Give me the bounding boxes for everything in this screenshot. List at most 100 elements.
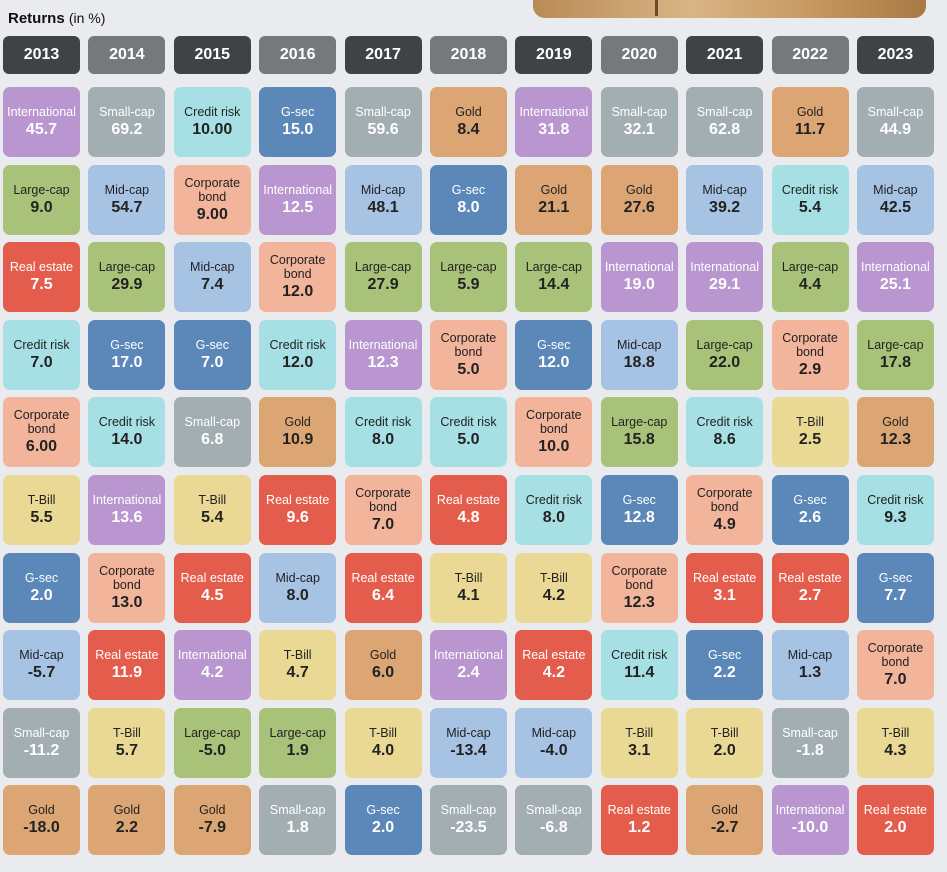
return-value: 11.4 — [624, 664, 655, 682]
asset-class-label: Real estate — [693, 570, 757, 585]
return-cell: Real estate 6.4 — [344, 552, 422, 623]
return-cell: International -10.0 — [771, 785, 849, 856]
year-column-2013: 2013 International 45.7 Large-cap 9.0 Real es… — [3, 36, 80, 863]
return-value: 12.8 — [623, 508, 655, 526]
return-value: 29.9 — [111, 276, 143, 294]
year-column-2019: 2019 International 31.8 Gold 21.1 Large-cap 14… — [515, 36, 593, 863]
return-cell: Corporate bond 5.0 — [429, 319, 507, 390]
asset-class-label: Small-cap — [526, 803, 582, 818]
asset-class-label: Small-cap — [355, 105, 411, 119]
return-value: 9.6 — [286, 508, 309, 526]
asset-class-label: G-sec — [195, 337, 229, 352]
asset-class-label: Gold — [711, 803, 738, 818]
return-cell: G-sec 7.0 — [173, 319, 251, 390]
asset-class-label: G-sec — [110, 337, 144, 352]
asset-class-label: Corporate bond — [13, 408, 70, 437]
return-value: 2.4 — [457, 664, 480, 682]
return-value: 4.5 — [201, 586, 224, 604]
return-cell: Corporate bond 4.9 — [686, 474, 764, 545]
return-value: 2.0 — [30, 586, 53, 604]
return-cell: International 25.1 — [856, 242, 934, 313]
return-value: -6.8 — [540, 819, 568, 837]
chart-title-unit: (in %) — [68, 10, 106, 26]
return-value: 2.7 — [798, 586, 822, 604]
return-cell: International 29.1 — [686, 242, 764, 313]
return-value: 8.0 — [286, 586, 309, 604]
return-value: 3.1 — [628, 741, 651, 759]
asset-class-label: Corporate bond — [99, 563, 155, 592]
return-cell: Mid-cap -4.0 — [515, 707, 593, 778]
return-value: -13.4 — [450, 741, 487, 759]
return-cell: Small-cap 62.8 — [686, 87, 764, 157]
return-value: 7.7 — [884, 586, 907, 604]
asset-class-label: Real estate — [351, 570, 415, 585]
return-cell: International 13.6 — [88, 474, 166, 545]
asset-class-label: Gold — [796, 105, 824, 119]
asset-class-label: T-Bill — [539, 570, 568, 585]
return-value: -11.2 — [23, 741, 60, 759]
return-value: -18.0 — [23, 819, 60, 837]
asset-class-label: T-Bill — [710, 725, 739, 740]
asset-class-label: Gold — [882, 415, 909, 430]
return-cell: T-Bill 2.0 — [686, 707, 764, 778]
return-value: 12.5 — [282, 198, 314, 216]
return-cell: Corporate bond 7.0 — [344, 474, 422, 545]
return-value: 5.4 — [201, 508, 224, 526]
return-value: 2.0 — [884, 819, 907, 837]
return-cell: Credit risk 8.6 — [686, 397, 764, 468]
asset-class-label: Credit risk — [867, 492, 924, 507]
asset-class-label: G-sec — [24, 570, 59, 585]
return-value: 2.9 — [798, 360, 822, 378]
return-cell: Corporate bond 7.0 — [856, 630, 934, 701]
asset-class-label: G-sec — [281, 105, 315, 119]
return-value: -23.5 — [450, 819, 487, 837]
return-cell: Mid-cap 42.5 — [856, 164, 934, 235]
return-value: 5.5 — [30, 508, 53, 526]
header-photo-crack — [655, 0, 658, 16]
asset-class-label: T-Bill — [27, 492, 56, 507]
return-value: 7.0 — [201, 353, 224, 371]
return-cell: G-sec 15.0 — [259, 87, 337, 157]
return-cell: Large-cap 9.0 — [3, 164, 80, 235]
return-value: 13.0 — [111, 593, 143, 611]
return-value: 2.5 — [798, 431, 822, 449]
return-cell: Large-cap 4.4 — [771, 242, 849, 313]
return-cell: Gold 8.4 — [429, 87, 507, 157]
return-cell: International 31.8 — [515, 87, 593, 157]
return-cell: Gold -2.7 — [686, 785, 764, 856]
return-value: 54.7 — [111, 198, 143, 216]
asset-class-label: Large-cap — [184, 725, 241, 740]
return-value: 4.9 — [713, 515, 736, 533]
return-cell: Mid-cap 1.3 — [771, 630, 849, 701]
return-cell: Gold 21.1 — [515, 164, 593, 235]
asset-class-label: Mid-cap — [19, 648, 64, 663]
return-value: 17.8 — [879, 353, 911, 371]
asset-class-label: Gold — [626, 182, 653, 197]
return-cell: Mid-cap 39.2 — [686, 164, 764, 235]
return-cell: Real estate 2.7 — [771, 552, 849, 623]
return-cell: International 2.4 — [429, 630, 507, 701]
return-cell: International 12.3 — [344, 319, 422, 390]
asset-class-label: International — [348, 337, 418, 352]
return-value: -5.0 — [198, 741, 227, 759]
return-value: 8.4 — [457, 121, 480, 138]
return-value: 1.8 — [286, 819, 309, 837]
return-value: 4.4 — [798, 276, 822, 294]
return-value: 19.0 — [623, 276, 655, 294]
return-value: 39.2 — [709, 198, 741, 216]
return-cell: T-Bill 4.0 — [344, 707, 422, 778]
asset-class-label: Credit risk — [354, 415, 412, 430]
asset-class-label: T-Bill — [283, 648, 312, 663]
return-cell: Gold 12.3 — [856, 397, 934, 468]
return-cell: Large-cap 14.4 — [515, 242, 593, 313]
asset-class-label: Mid-cap — [702, 182, 747, 197]
return-cell: Corporate bond 10.0 — [515, 397, 593, 468]
asset-class-label: International — [177, 648, 247, 663]
return-value: 42.5 — [879, 198, 911, 216]
return-value: 4.2 — [542, 664, 565, 682]
asset-class-label: Small-cap — [696, 105, 753, 119]
year-header-2016: 2016 — [259, 36, 337, 74]
return-cell: G-sec 2.6 — [771, 474, 849, 545]
return-cell: Credit risk 5.4 — [771, 164, 849, 235]
return-value: 22.0 — [709, 353, 741, 371]
